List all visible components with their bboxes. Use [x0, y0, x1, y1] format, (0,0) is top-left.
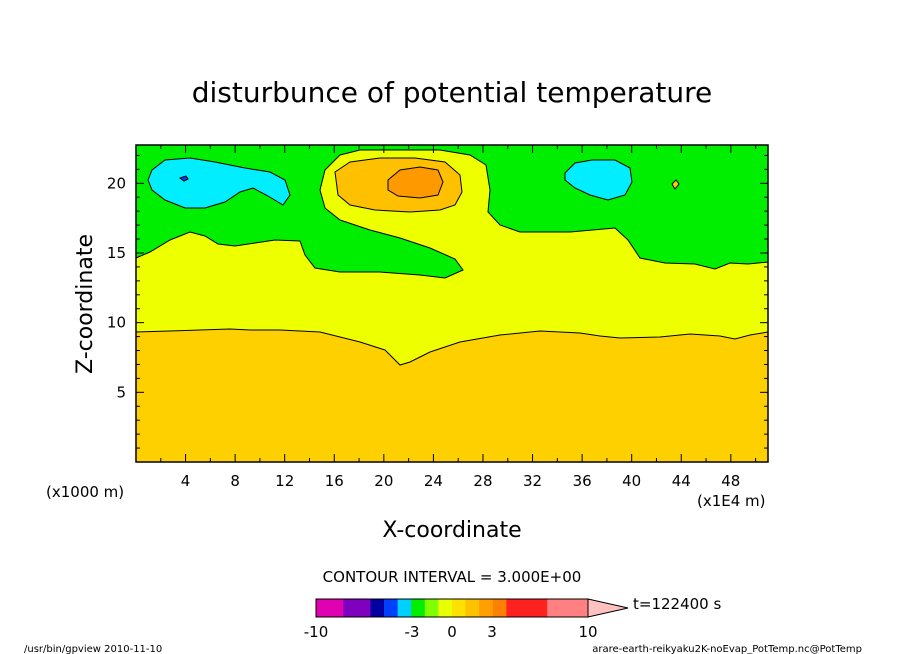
colorbar-segment	[506, 599, 521, 617]
contour-fill-cyan-left	[147, 157, 291, 209]
x-tick-label: 12	[275, 472, 294, 490]
colorbar-segment	[424, 599, 439, 617]
plot-area	[135, 144, 769, 463]
plot-frame	[135, 144, 769, 463]
x-tick-label: 4	[181, 472, 191, 490]
colorbar-segment	[343, 599, 358, 617]
x-axis-label: X-coordinate	[382, 518, 521, 543]
x-tick-label: 40	[622, 472, 641, 490]
colorbar-segment	[492, 599, 507, 617]
colorbar-segment	[479, 599, 494, 617]
x-unit-right: (x1E4 m)	[697, 492, 766, 510]
colorbar-segment	[533, 599, 548, 617]
colorbar-segment	[411, 599, 426, 617]
contour-fill-orange	[387, 166, 444, 199]
y-axis-label: Z-coordinate	[73, 234, 98, 374]
x-tick-label: 8	[230, 472, 240, 490]
colorbar-segment	[397, 599, 412, 617]
x-tick-label: 16	[325, 472, 344, 490]
x-tick-label: 32	[523, 472, 542, 490]
chart-title: disturbunce of potential temperature	[192, 76, 713, 109]
x-tick-label: 36	[573, 472, 592, 490]
colorbar-labels: -10 -3 0 3 10	[304, 623, 598, 641]
colorbar-label: 3	[487, 623, 497, 641]
colorbar-segment	[547, 599, 562, 617]
colorbar-segment	[316, 599, 331, 617]
footer-right: arare-earth-reikyaku2K-noEvap_PotTemp.nc…	[592, 644, 862, 654]
colorbar-segment	[574, 599, 589, 617]
colorbar-segment	[452, 599, 467, 617]
footer-left: /usr/bin/gpview 2010-11-10	[24, 644, 162, 654]
colorbar-segment	[438, 599, 453, 617]
colorbar-segment	[356, 599, 371, 617]
colorbar-segment	[465, 599, 480, 617]
y-tick-label: 20	[107, 174, 126, 192]
contour-fill-cyan-right	[564, 159, 633, 201]
x-tick-label: 48	[721, 472, 740, 490]
x-tick-label: 28	[473, 472, 492, 490]
time-label: t=122400 s	[633, 595, 721, 613]
x-tick-label: 24	[424, 472, 443, 490]
colorbar-segment	[370, 599, 385, 617]
colorbar-label: -3	[405, 623, 420, 641]
colorbar-frame	[315, 598, 589, 618]
colorbar	[315, 598, 629, 618]
colorbar-label: -10	[304, 623, 329, 641]
colorbar-label: 0	[447, 623, 457, 641]
colorbar-segment	[520, 599, 535, 617]
y-axis: 5 10 15 20	[107, 154, 768, 449]
y-tick-label: 5	[116, 383, 126, 401]
colorbar-segment	[560, 599, 575, 617]
x-axis: 4 8 12 16 20 24 28 32 36 40 44 48	[160, 145, 757, 490]
x-tick-label: 20	[374, 472, 393, 490]
y-tick-label: 15	[107, 244, 126, 262]
colorbar-label: 10	[578, 623, 597, 641]
x-tick-label: 44	[672, 472, 691, 490]
contour-fill-small-yellow	[671, 179, 680, 190]
y-tick-label: 10	[107, 314, 126, 332]
colorbar-segment	[329, 599, 344, 617]
colorbar-segment	[384, 599, 399, 617]
contour-fill-blue-small	[178, 175, 189, 182]
contour-interval-text: CONTOUR INTERVAL = 3.000E+00	[323, 568, 582, 586]
x-unit-left: (x1000 m)	[46, 483, 124, 501]
colorbar-extension-arrow	[587, 598, 629, 618]
